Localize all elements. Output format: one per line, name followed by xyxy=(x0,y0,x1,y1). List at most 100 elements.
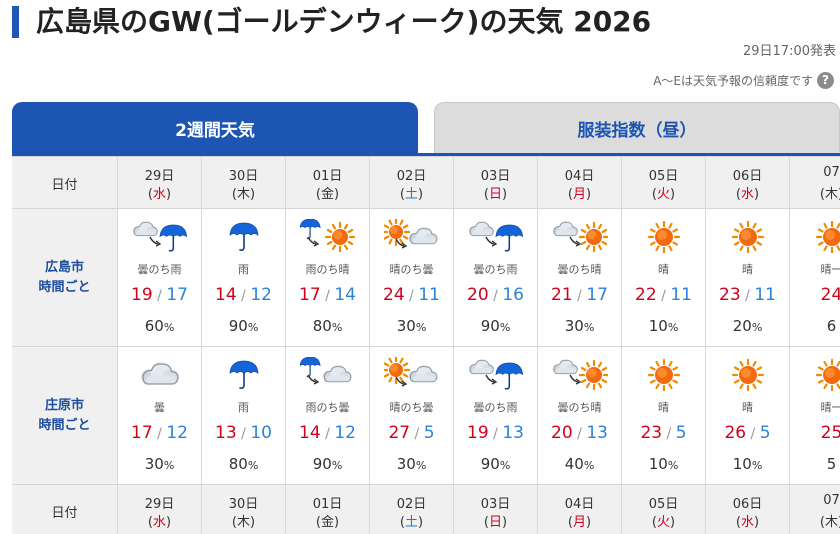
rain-probability: 6 xyxy=(790,317,840,335)
rain-unit: % xyxy=(751,321,763,334)
min-temp: 11 xyxy=(670,285,692,305)
weather-label: 雨のち曇 xyxy=(305,401,350,414)
forecast-cell[interactable]: 晴のち曇 24 / 11 30% xyxy=(370,209,454,347)
date-number: 29日 xyxy=(144,169,175,184)
city-label[interactable]: 広島市 時間ごと xyxy=(12,209,118,347)
city-link[interactable]: 広島市 時間ごと xyxy=(38,258,90,298)
forecast-cell[interactable]: 曇のち晴 21 / 17 30% xyxy=(538,209,622,347)
date-cell: 07 (木) xyxy=(790,485,840,534)
max-temp: 19 xyxy=(467,423,489,443)
sun-then-cloud-icon xyxy=(383,357,440,393)
weather-label: 晴のち曇 xyxy=(389,263,434,276)
rain-unit: % xyxy=(751,459,763,472)
date-cell: 04日 (月) xyxy=(538,157,622,209)
hourly-link-text: 時間ごと xyxy=(38,418,91,433)
forecast-cell[interactable]: 曇のち雨 20 / 16 90% xyxy=(454,209,538,347)
temp-separator: / xyxy=(410,426,424,442)
sun-icon xyxy=(720,357,776,393)
forecast-cell[interactable]: 晴一 25 5 xyxy=(790,347,840,485)
tab-two-week-weather[interactable]: 2週間天気 xyxy=(12,102,418,154)
forecast-cell[interactable]: 曇のち雨 19 / 17 60% xyxy=(118,209,202,347)
date-cell: 01日 (金) xyxy=(286,485,370,534)
day-of-week-char: 日 xyxy=(488,515,502,530)
rain-unit: % xyxy=(667,459,679,472)
city-label[interactable]: 庄原市 時間ごと xyxy=(12,347,118,485)
temp-separator: / xyxy=(236,426,251,442)
max-temp: 20 xyxy=(467,285,489,305)
sun-icon xyxy=(804,357,840,393)
date-number: 06日 xyxy=(732,169,763,184)
date-header-row: 日付 29日 (水) 30日 (木) 01日 (金) 02日 (土) 03日 (日) 04日 (月) 05… xyxy=(12,484,840,534)
rain-unit: % xyxy=(583,321,595,334)
date-cell: 02日 (土) xyxy=(370,157,454,209)
max-temp: 25 xyxy=(820,423,840,443)
temperature: 17 / 14 xyxy=(286,285,369,305)
rain-probability: 30% xyxy=(538,317,621,335)
day-of-week-char: 木 xyxy=(824,187,838,202)
min-temp: 12 xyxy=(334,423,356,443)
day-of-week-char: 水 xyxy=(152,187,166,202)
temperature: 24 xyxy=(790,285,840,305)
rain-then-sun-icon xyxy=(299,219,356,255)
tab-underline xyxy=(12,153,840,156)
rain-probability: 40% xyxy=(538,455,621,473)
forecast-cell[interactable]: 雨のち晴 17 / 14 80% xyxy=(286,209,370,347)
forecast-cell[interactable]: 曇のち晴 20 / 13 40% xyxy=(538,347,622,485)
sun-icon xyxy=(720,219,776,255)
forecast-cell[interactable]: 雨 14 / 12 90% xyxy=(202,209,286,347)
weather-label: 晴一 xyxy=(820,263,840,276)
reliability-note[interactable]: A〜Eは天気予報の信頼度です ? xyxy=(653,72,834,89)
day-of-week-char: 月 xyxy=(572,515,586,530)
min-temp: 11 xyxy=(418,285,440,305)
day-of-week-char: 土 xyxy=(404,515,418,530)
weather-label: 晴一 xyxy=(820,401,840,414)
date-row-label: 日付 xyxy=(12,485,118,534)
weather-label: 雨 xyxy=(238,263,249,276)
temp-separator: / xyxy=(656,288,671,304)
rain-value: 30 xyxy=(396,455,416,473)
tab-clothing-index[interactable]: 服装指数（昼） xyxy=(434,102,840,154)
temperature: 14 / 12 xyxy=(202,285,285,305)
forecast-cell[interactable]: 晴のち曇 27 / 5 30% xyxy=(370,347,454,485)
forecast-cell[interactable]: 晴 26 / 5 10% xyxy=(706,347,790,485)
min-temp: 16 xyxy=(502,285,524,305)
day-of-week: (日) xyxy=(483,515,508,530)
sun-then-cloud-icon xyxy=(383,219,440,255)
day-of-week-char: 金 xyxy=(320,515,334,530)
temp-separator: / xyxy=(572,288,587,304)
temp-separator: / xyxy=(488,426,503,442)
weather-label: 曇 xyxy=(154,401,165,414)
forecast-cell[interactable]: 雨 13 / 10 80% xyxy=(202,347,286,485)
weather-label: 曇のち晴 xyxy=(557,401,602,414)
forecast-cell[interactable]: 晴一 24 6 xyxy=(790,209,840,347)
forecast-cell[interactable]: 晴 22 / 11 10% xyxy=(622,209,706,347)
forecast-cell[interactable]: 曇のち雨 19 / 13 90% xyxy=(454,347,538,485)
city-link[interactable]: 庄原市 時間ごと xyxy=(38,396,90,436)
weather-label: 晴 xyxy=(658,263,669,276)
date-cell: 07 (木) xyxy=(790,157,840,209)
day-of-week-char: 木 xyxy=(236,187,250,202)
date-number: 02日 xyxy=(396,169,427,184)
rain-value: 10 xyxy=(648,317,668,335)
forecast-cell[interactable]: 曇 17 / 12 30% xyxy=(118,347,202,485)
rain-unit: % xyxy=(415,459,427,472)
date-number: 07 xyxy=(823,165,840,180)
min-temp: 14 xyxy=(334,285,356,305)
rain-value: 30 xyxy=(564,317,584,335)
rain-probability: 20% xyxy=(706,317,789,335)
question-circle-icon[interactable]: ? xyxy=(817,72,834,89)
date-header-row: 日付 29日 (水) 30日 (木) 01日 (金) 02日 (土) 03日 (日) 04日 (月) 05… xyxy=(12,156,840,209)
forecast-cell[interactable]: 雨のち曇 14 / 12 90% xyxy=(286,347,370,485)
max-temp: 17 xyxy=(131,423,153,443)
weather-label: 晴 xyxy=(658,401,669,414)
min-temp: 17 xyxy=(586,285,608,305)
day-of-week: (土) xyxy=(399,515,424,530)
temp-separator: / xyxy=(746,426,760,442)
forecast-cell[interactable]: 晴 23 / 5 10% xyxy=(622,347,706,485)
forecast-cell[interactable]: 晴 23 / 11 20% xyxy=(706,209,790,347)
day-of-week: (木) xyxy=(231,187,256,202)
rain-probability: 10% xyxy=(622,317,705,335)
day-of-week: (火) xyxy=(651,515,676,530)
weather-label: 晴 xyxy=(742,263,753,276)
rain-probability: 90% xyxy=(286,455,369,473)
